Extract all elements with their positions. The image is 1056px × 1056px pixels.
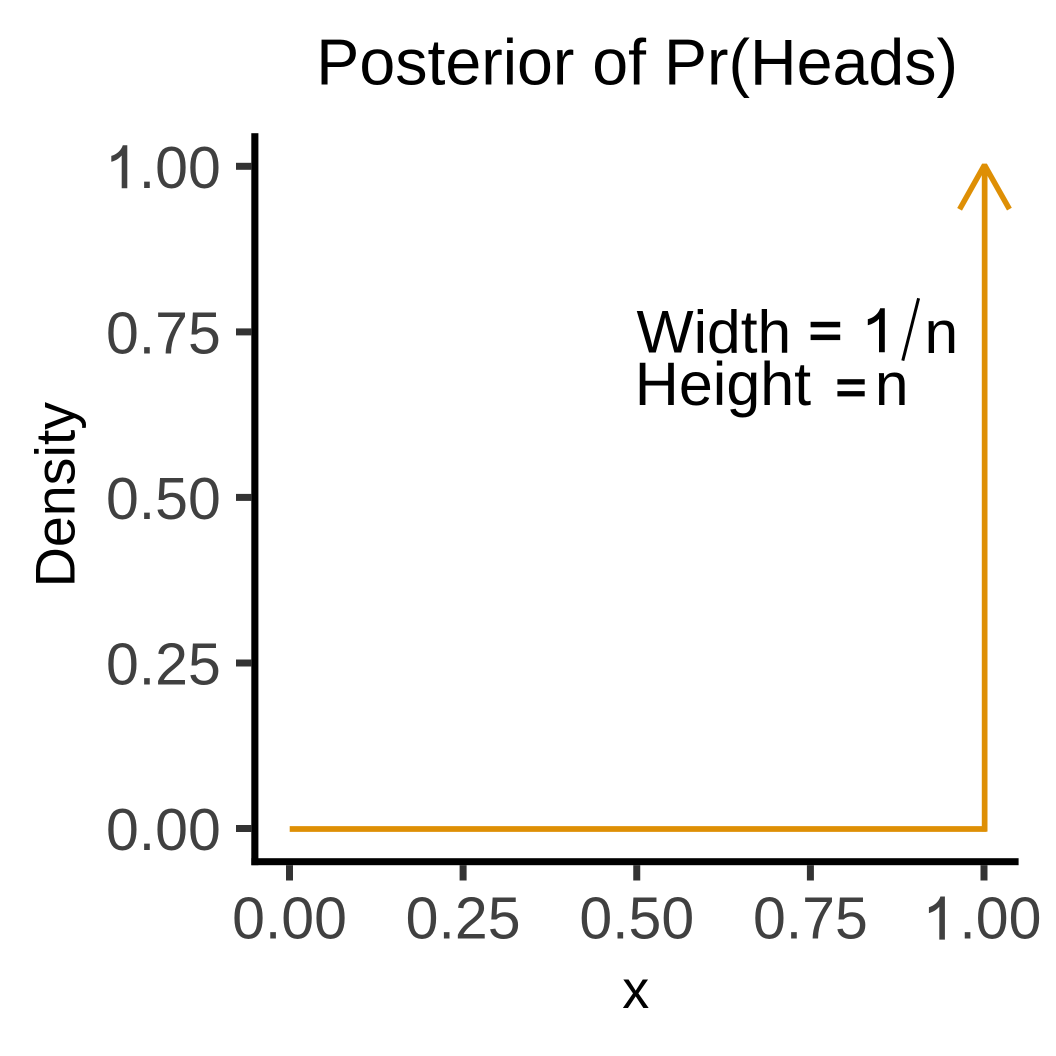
svg-text:.00: .00 — [139, 135, 221, 201]
svg-text:Width: Width — [637, 298, 792, 366]
svg-text:.00: .00 — [959, 886, 1041, 952]
svg-text:Density: Density — [24, 402, 86, 588]
svg-text:0.00: 0.00 — [232, 886, 347, 952]
svg-text:0.75: 0.75 — [753, 886, 868, 952]
svg-text:Posterior of Pr(Heads): Posterior of Pr(Heads) — [316, 26, 958, 98]
svg-text:0.50: 0.50 — [579, 886, 694, 952]
svg-text:n: n — [925, 298, 959, 366]
svg-text:0.25: 0.25 — [406, 886, 521, 952]
svg-text:0.00: 0.00 — [106, 797, 221, 863]
svg-text:n: n — [875, 350, 909, 418]
svg-text:x: x — [622, 960, 649, 1020]
svg-text:0.25: 0.25 — [106, 632, 221, 698]
svg-text:0.75: 0.75 — [106, 300, 221, 366]
svg-text:Height: Height — [635, 350, 811, 418]
svg-text:0.50: 0.50 — [106, 466, 221, 532]
